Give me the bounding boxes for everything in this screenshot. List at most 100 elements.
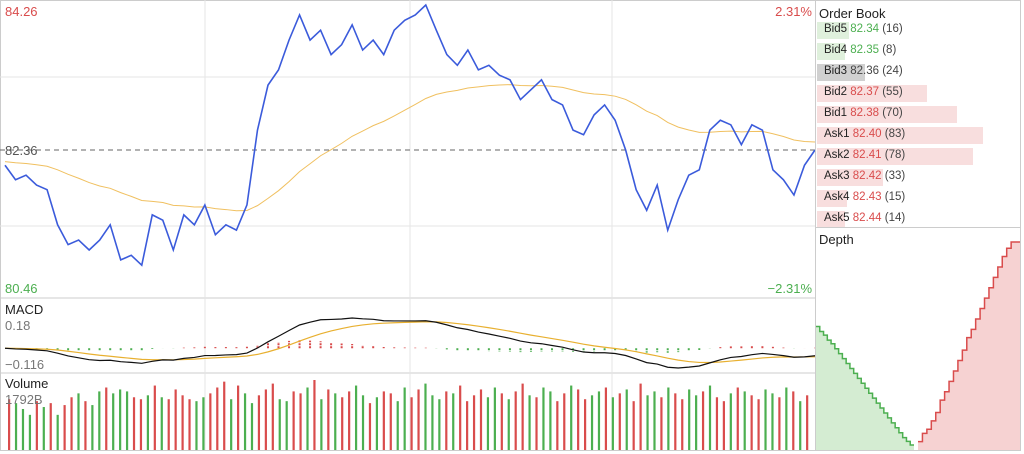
order-book-row[interactable]: Bid5 82.34 (16) [816, 21, 1020, 42]
order-book-level: Bid5 [824, 23, 848, 35]
order-book-row[interactable]: Bid3 82.36 (24) [816, 63, 1020, 84]
volume-bar [556, 401, 559, 450]
price-line [4, 3, 816, 267]
order-book-level: Ask4 [824, 191, 850, 203]
order-book-level: Ask1 [824, 128, 850, 140]
volume-bar [28, 414, 32, 450]
volume-bar [639, 383, 642, 450]
order-book-level: Ask2 [824, 149, 850, 161]
volume-bar [195, 401, 198, 450]
order-book-qty: (14) [884, 212, 906, 224]
volume-title: Volume [5, 376, 49, 391]
order-book-price: 82.42 [852, 170, 882, 182]
volume-bar [257, 395, 261, 450]
volume-bar [70, 397, 73, 450]
macd-title: MACD [5, 302, 44, 317]
volume-bar [112, 393, 115, 450]
order-book-row[interactable]: Ask2 82.41 (78) [816, 147, 1020, 168]
order-book-price: 82.40 [852, 128, 882, 140]
volume-bar [500, 393, 503, 450]
depth-chart [816, 241, 1020, 450]
order-book-price: 82.43 [852, 191, 882, 203]
moving-average-line [4, 84, 816, 212]
price-chart[interactable] [0, 0, 816, 454]
volume-bar [799, 401, 802, 450]
volume-bar [785, 387, 788, 450]
volume-bar [542, 387, 545, 450]
volume-bar [320, 399, 323, 450]
volume-bar [715, 397, 719, 450]
volume-bar [285, 401, 288, 450]
volume-bar [306, 387, 309, 450]
volume-bar [361, 395, 365, 450]
volume-bar [632, 401, 635, 450]
volume-bar [382, 391, 385, 450]
order-book-level: Ask5 [824, 212, 850, 224]
order-book-level: Bid2 [824, 86, 848, 98]
volume-bar [549, 391, 552, 450]
order-book-price: 82.41 [852, 149, 882, 161]
volume-bar [743, 391, 746, 450]
order-book-title: Order Book [819, 6, 886, 21]
volume-bar [472, 395, 476, 450]
volume-bar [354, 385, 358, 450]
order-book-row[interactable]: Bid2 82.37 (55) [816, 84, 1020, 105]
volume-bar [459, 385, 462, 450]
volume-bar [167, 399, 170, 450]
order-book-row[interactable]: Bid1 82.38 (70) [816, 105, 1020, 126]
volume-bar [438, 399, 441, 450]
volume-bar [611, 397, 614, 450]
volume-bar [42, 407, 45, 450]
volume-max-label: 1792B [5, 392, 43, 407]
volume-bar [160, 397, 163, 450]
high-pct-label: 2.31% [775, 4, 812, 19]
volume-bar [174, 389, 177, 450]
order-book-price: 82.36 [850, 65, 880, 77]
volume-bar [341, 397, 344, 450]
order-book-size-bar [817, 106, 957, 123]
order-book-size-bar [817, 22, 849, 39]
volume-bar [313, 380, 316, 450]
volume-bar [14, 403, 18, 450]
volume-bar [577, 389, 580, 450]
volume-bar [56, 414, 59, 450]
volume-bar [91, 405, 94, 450]
volume-bar [77, 393, 80, 450]
volume-bar [771, 393, 774, 450]
volume-bar [806, 395, 809, 450]
order-book-size-bar [817, 85, 927, 102]
order-book-qty: (83) [884, 128, 906, 140]
volume-bar [570, 385, 573, 450]
order-book-size-bar [817, 127, 983, 144]
volume-bar [736, 387, 739, 450]
macd-signal-line [4, 321, 816, 364]
order-book-price: 82.35 [850, 44, 880, 56]
macd-min-label: −0.116 [5, 357, 45, 372]
volume-bar [750, 395, 753, 450]
volume-bar [153, 385, 156, 450]
volume-bar [63, 405, 66, 450]
depth-ask-line [918, 241, 1020, 443]
volume-bar [139, 399, 143, 450]
order-book-size-bar [817, 190, 847, 207]
order-book-qty: (33) [884, 170, 906, 182]
volume-bar [230, 399, 233, 450]
volume-bar [146, 395, 149, 450]
order-book-row[interactable]: Ask5 82.44 (14) [816, 210, 1020, 231]
order-book-row[interactable]: Ask1 82.40 (83) [816, 126, 1020, 147]
high-price-label: 84.26 [5, 4, 38, 19]
volume-bar [389, 393, 392, 450]
volume-bar [264, 389, 267, 450]
order-book-row[interactable]: Ask4 82.43 (15) [816, 189, 1020, 210]
volume-bar [292, 391, 295, 450]
volume-bar [667, 387, 670, 450]
volume-bar [764, 389, 767, 450]
volume-bar [417, 389, 420, 450]
order-book-qty: (24) [882, 65, 903, 77]
volume-bar [49, 403, 52, 450]
volume-bar [299, 393, 302, 450]
volume-bar [188, 399, 191, 450]
order-book-row[interactable]: Bid4 82.35 (8) [816, 42, 1020, 63]
order-book-row[interactable]: Ask3 82.42 (33) [816, 168, 1020, 189]
volume-bar [223, 381, 226, 450]
